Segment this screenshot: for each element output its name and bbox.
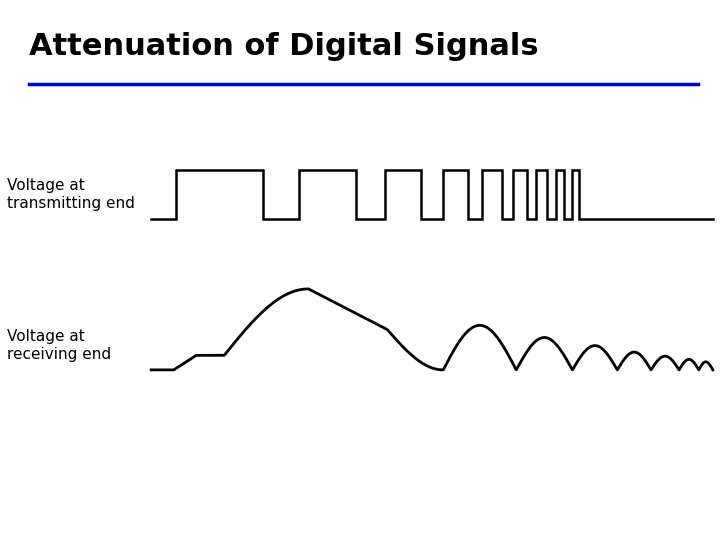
Text: Voltage at
transmitting end: Voltage at transmitting end [7, 178, 135, 211]
Text: Voltage at
receiving end: Voltage at receiving end [7, 329, 112, 362]
Text: Attenuation of Digital Signals: Attenuation of Digital Signals [29, 32, 539, 62]
